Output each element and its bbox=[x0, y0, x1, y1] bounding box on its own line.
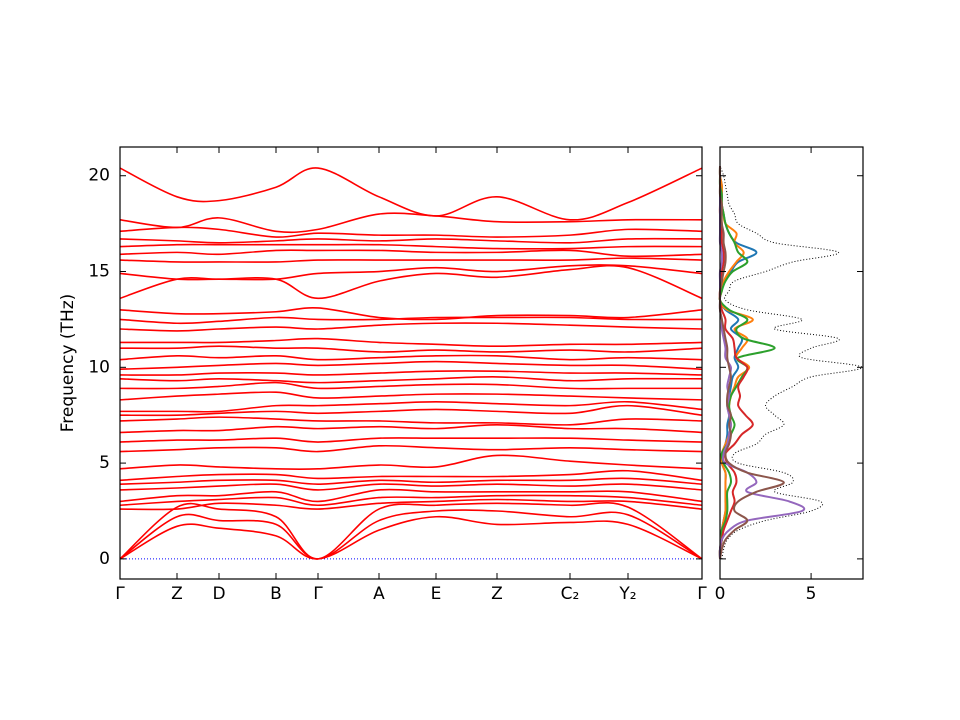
band-line bbox=[119, 167, 703, 221]
dos-line bbox=[718, 166, 785, 560]
band-line bbox=[119, 264, 703, 281]
x-tick-label: C₂ bbox=[561, 584, 580, 604]
x-tick-label: Γ bbox=[697, 584, 707, 604]
band-line bbox=[120, 400, 703, 413]
x-tick-label: Z bbox=[491, 584, 503, 604]
band-line bbox=[119, 423, 703, 434]
x-tick-label: A bbox=[373, 584, 385, 604]
x-tick-label: Γ bbox=[115, 584, 125, 604]
band-line bbox=[119, 416, 703, 426]
dos-line bbox=[718, 166, 806, 559]
band-line bbox=[119, 483, 703, 491]
band-line bbox=[120, 337, 703, 348]
band-line bbox=[119, 381, 702, 390]
x-tick-label: 0 bbox=[715, 584, 726, 604]
x-tick-label: Y₂ bbox=[618, 584, 636, 604]
y-tick-label: 20 bbox=[88, 166, 110, 186]
y-tick-label: 15 bbox=[88, 262, 110, 282]
band-line bbox=[119, 515, 703, 560]
band-line bbox=[119, 376, 703, 384]
x-tick-label: E bbox=[431, 584, 442, 604]
band-line bbox=[119, 237, 703, 244]
band-line bbox=[119, 501, 703, 560]
band-line bbox=[119, 498, 703, 511]
band-line bbox=[119, 264, 703, 300]
band-line bbox=[119, 360, 703, 371]
band-line bbox=[119, 322, 703, 332]
band-line bbox=[119, 454, 703, 471]
band-line bbox=[119, 509, 703, 560]
band-line bbox=[119, 437, 703, 443]
x-tick-label: B bbox=[270, 584, 282, 604]
band-line bbox=[119, 488, 703, 503]
x-tick-label: D bbox=[212, 584, 225, 604]
band-line bbox=[119, 226, 703, 238]
band-line bbox=[119, 243, 703, 250]
band-line bbox=[119, 370, 703, 376]
y-axis-label: Frequency (THz) bbox=[58, 294, 78, 433]
band-line bbox=[119, 212, 703, 234]
y-tick-label: 10 bbox=[88, 357, 110, 377]
band-line bbox=[119, 316, 703, 325]
band-line bbox=[119, 249, 703, 258]
band-line bbox=[119, 306, 703, 321]
band-line bbox=[119, 469, 703, 482]
band-line bbox=[119, 354, 703, 361]
band-line bbox=[119, 345, 703, 353]
x-tick-label: Z bbox=[171, 584, 183, 604]
band-line bbox=[119, 391, 703, 401]
plot-frame bbox=[119, 146, 703, 580]
band-line bbox=[119, 404, 703, 417]
band-line bbox=[119, 477, 703, 485]
x-tick-label: 5 bbox=[806, 584, 817, 604]
x-tick-label: Γ bbox=[313, 584, 323, 604]
band-line bbox=[119, 257, 703, 263]
plot-frame bbox=[719, 146, 864, 580]
band-line bbox=[119, 494, 703, 507]
dos-line bbox=[718, 166, 754, 559]
y-tick-label: 5 bbox=[99, 453, 110, 473]
band-line bbox=[119, 444, 703, 453]
y-tick-label: 0 bbox=[99, 549, 110, 569]
